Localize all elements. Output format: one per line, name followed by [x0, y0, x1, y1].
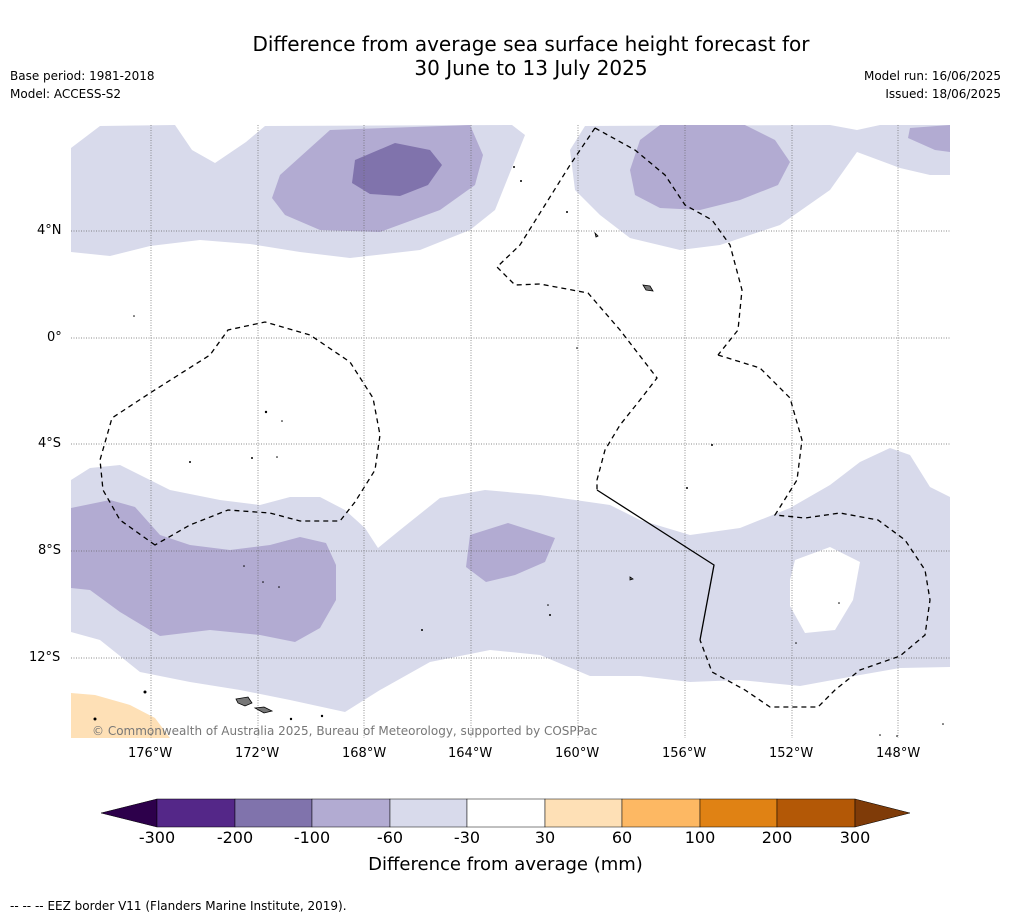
eez-legend-symbol: -- -- -- [10, 899, 44, 913]
copyright-notice: © Commonwealth of Australia 2025, Bureau… [92, 724, 598, 738]
colorbar-extend-high [854, 798, 911, 828]
lon-label-156w: 156°W [662, 746, 707, 761]
map-title-line1: Difference from average sea surface heig… [252, 32, 810, 56]
colorbar-tick: -60 [376, 828, 404, 847]
island-dots-c [629, 576, 634, 581]
issued-date: Issued: 18/06/2025 [885, 87, 1001, 101]
eez-legend: -- -- -- EEZ border V11 (Flanders Marine… [10, 899, 347, 913]
lon-label-160w: 160°W [555, 746, 600, 761]
island-samoa-west [235, 696, 253, 707]
anomaly-band-south [71, 448, 950, 712]
colorbar-tick: 300 [839, 828, 871, 847]
meta-right: Model run: 16/06/2025 Issued: 18/06/2025 [864, 67, 1001, 103]
map-title-line2: 30 June to 13 July 2025 [414, 56, 648, 80]
lon-label-152w: 152°W [769, 746, 814, 761]
eez-border-east [699, 354, 931, 708]
lat-label-8s: 8°S [38, 543, 62, 558]
colorbar-title: Difference from average (mm) [368, 854, 643, 875]
colorbar-tick: 200 [761, 828, 793, 847]
lon-label-168w: 168°W [342, 746, 387, 761]
island-dots-a [642, 284, 654, 292]
eez-borders [99, 127, 931, 708]
lon-label-148w: 148°W [876, 746, 921, 761]
lat-label-4s: 4°S [38, 436, 62, 451]
anomaly-patch-south-west-medium [71, 500, 336, 642]
lon-label-176w: 176°W [128, 746, 173, 761]
atolls [93, 166, 944, 737]
lon-label-172w: 172°W [235, 746, 280, 761]
model-run: Model run: 16/06/2025 [863, 69, 1001, 83]
lat-label-4n: 4°N [37, 223, 62, 238]
lon-label-164w: 164°W [448, 746, 493, 761]
eez-border-north-east [594, 127, 743, 356]
colorbar-tick: 30 [534, 828, 556, 847]
eez-legend-text: EEZ border V11 (Flanders Marine Institut… [47, 899, 347, 913]
model-name: Model: ACCESS-S2 [10, 87, 122, 101]
colorbar-tick: -100 [293, 828, 331, 847]
base-period: Base period: 1981-2018 [10, 69, 155, 83]
colorbar-extend-low [100, 798, 158, 828]
island-samoa-east [253, 706, 274, 714]
island-dots-b [594, 231, 599, 238]
colorbar-tick: -200 [216, 828, 254, 847]
colorbar-tick: -30 [453, 828, 481, 847]
anomaly-patch-south-central-medium [466, 523, 555, 582]
anomaly-patch-north-dark [352, 143, 442, 196]
anomaly-patch-far-east-medium [908, 125, 950, 152]
eez-border-west [99, 321, 381, 546]
lat-label-12s: 12°S [29, 650, 61, 665]
colorbar-tick: -300 [138, 828, 176, 847]
meta-left: Base period: 1981-2018 Model: ACCESS-S2 [10, 67, 155, 103]
map-title: Difference from average sea surface heig… [0, 32, 1011, 80]
colorbar [100, 798, 911, 828]
eez-border-central [496, 127, 658, 490]
anomaly-patch-south-west-positive [71, 693, 170, 738]
colorbar-tick: 100 [684, 828, 716, 847]
graticule [71, 125, 950, 738]
lat-label-0: 0° [47, 330, 62, 345]
eez-border-solid [596, 489, 715, 641]
colorbar-tick: 60 [611, 828, 633, 847]
anomaly-patch-north-east-medium [630, 125, 790, 210]
anomaly-hole-south-east [790, 547, 860, 633]
islands [235, 231, 654, 714]
